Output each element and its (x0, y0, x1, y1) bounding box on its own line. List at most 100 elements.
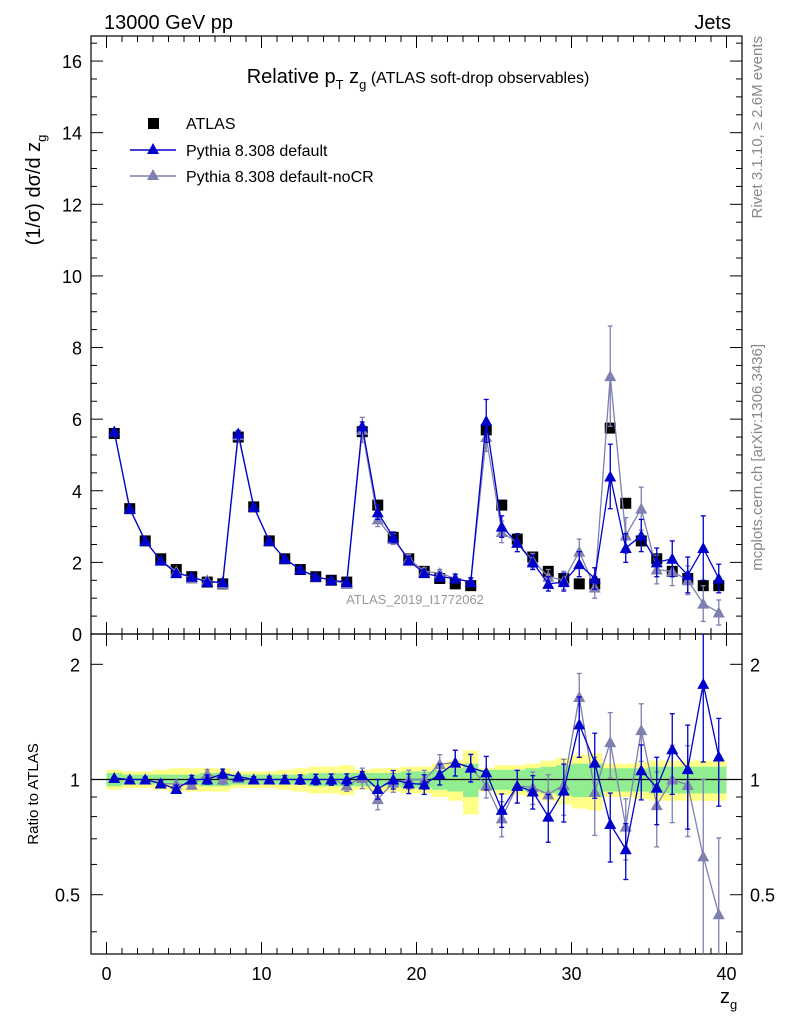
default-ratio-point (557, 784, 570, 796)
default-ratio-point (573, 718, 586, 730)
y-tick-label: 14 (62, 124, 82, 144)
default-ratio-point (402, 777, 415, 789)
legend-nocr-marker (147, 169, 159, 180)
default-ratio-point (371, 783, 384, 795)
default-line (113, 420, 720, 585)
default-ratio-point (185, 773, 198, 785)
default-point (356, 420, 369, 432)
default-ratio-point (340, 773, 353, 785)
default-point (309, 570, 322, 582)
nocr-ratio-point (635, 724, 648, 736)
default-point (418, 567, 431, 579)
ratio-y-tick-label: 0.5 (55, 886, 80, 906)
default-ratio-point (247, 773, 260, 785)
default-ratio-line (114, 683, 720, 851)
plot-title: Relative pT zg (ATLAS soft-drop observab… (247, 66, 590, 92)
default-point (557, 576, 570, 588)
default-ratio-point (387, 773, 400, 785)
rivet-note: Rivet 3.1.10, ≥ 2.6M events (749, 36, 766, 219)
default-point (666, 552, 679, 564)
default-point (604, 470, 617, 482)
title-sub-t: T (336, 77, 344, 92)
energy-label: 13000 GeV pp (104, 12, 233, 34)
x-tick-label: 40 (716, 964, 736, 984)
ratio-series (108, 634, 725, 954)
default-ratio-point (480, 766, 493, 778)
ratio-y-tick-label-right: 2 (750, 655, 760, 675)
x-axis-label: zg (720, 986, 737, 1012)
y-tick-label: 4 (72, 482, 82, 502)
default-point (573, 558, 586, 570)
default-ratio-point (588, 756, 601, 768)
title-mid: z (344, 66, 360, 88)
default-point (216, 576, 229, 588)
y-axis-label-main: (1/σ) dσ/d z (23, 142, 45, 246)
default-point (325, 574, 338, 586)
atlas-data-point (449, 578, 461, 590)
default-ratio-point (495, 803, 508, 815)
y-axis-label-sub: g (34, 135, 49, 142)
x-axis-label-sub: g (730, 997, 737, 1012)
default-point (108, 425, 121, 437)
title-sub-g: g (359, 77, 366, 92)
default-point (340, 576, 353, 588)
default-ratio-point (650, 781, 663, 793)
default-point (387, 531, 400, 543)
ratio-y-tick-label-right: 0.5 (750, 886, 775, 906)
default-ratio-point (526, 785, 539, 797)
x-tick-label: 0 (101, 964, 111, 984)
default-point (588, 572, 601, 584)
nocr-ratio-line (114, 696, 720, 915)
nocr-ratio-point (697, 850, 710, 862)
atlas-data-point (620, 497, 632, 509)
legend-atlas-marker (148, 118, 159, 129)
group-label: Jets (694, 12, 731, 34)
nocr-point (604, 370, 617, 382)
default-point (232, 427, 245, 439)
default-ratio-point (154, 777, 167, 789)
default-point (495, 520, 508, 532)
default-point (201, 576, 214, 588)
atlas-data-point (573, 578, 585, 590)
default-ratio-point (418, 778, 431, 790)
default-ratio-point (635, 764, 648, 776)
default-point (542, 577, 555, 589)
default-ratio-point (278, 773, 291, 785)
legend-nocr-label: Pythia 8.308 default-noCR (186, 169, 374, 186)
y-tick-label: 12 (62, 195, 82, 215)
default-point (247, 500, 260, 512)
band-inner (571, 763, 587, 798)
ratio-y-tick-label: 1 (70, 771, 80, 791)
legend-default-label: Pythia 8.308 default (186, 143, 328, 160)
title-paren: (ATLAS soft-drop observables) (366, 70, 589, 87)
x-tick-label: 10 (251, 964, 271, 984)
default-ratio-point (697, 677, 710, 689)
ratio-axis-label: Ratio to ATLAS (25, 743, 42, 844)
default-point (449, 572, 462, 584)
default-point (712, 572, 725, 584)
default-point (526, 556, 539, 568)
nocr-point (697, 597, 710, 609)
default-point (154, 554, 167, 566)
main-axes: 0 2 4 6 8 10 12 14 16 (62, 36, 742, 645)
ratio-y-tick-label-right: 1 (750, 771, 760, 791)
default-ratio-point (123, 773, 136, 785)
analysis-watermark: ATLAS_2019_I1772062 (346, 592, 484, 607)
default-ratio-point (201, 773, 214, 785)
legend-atlas-label: ATLAS (186, 116, 236, 133)
default-ratio-point (712, 750, 725, 762)
default-ratio-point (449, 756, 462, 768)
nocr-ratio-point (201, 767, 214, 779)
default-ratio-point (542, 810, 555, 822)
default-point (511, 536, 524, 548)
default-ratio-point (108, 772, 121, 784)
default-ratio-point (139, 773, 152, 785)
default-point (263, 534, 276, 546)
default-ratio-point (433, 768, 446, 780)
default-ratio-point (232, 770, 245, 782)
default-point (371, 506, 384, 518)
default-ratio-point (619, 843, 632, 855)
default-point (650, 556, 663, 568)
default-ratio-point (263, 773, 276, 785)
